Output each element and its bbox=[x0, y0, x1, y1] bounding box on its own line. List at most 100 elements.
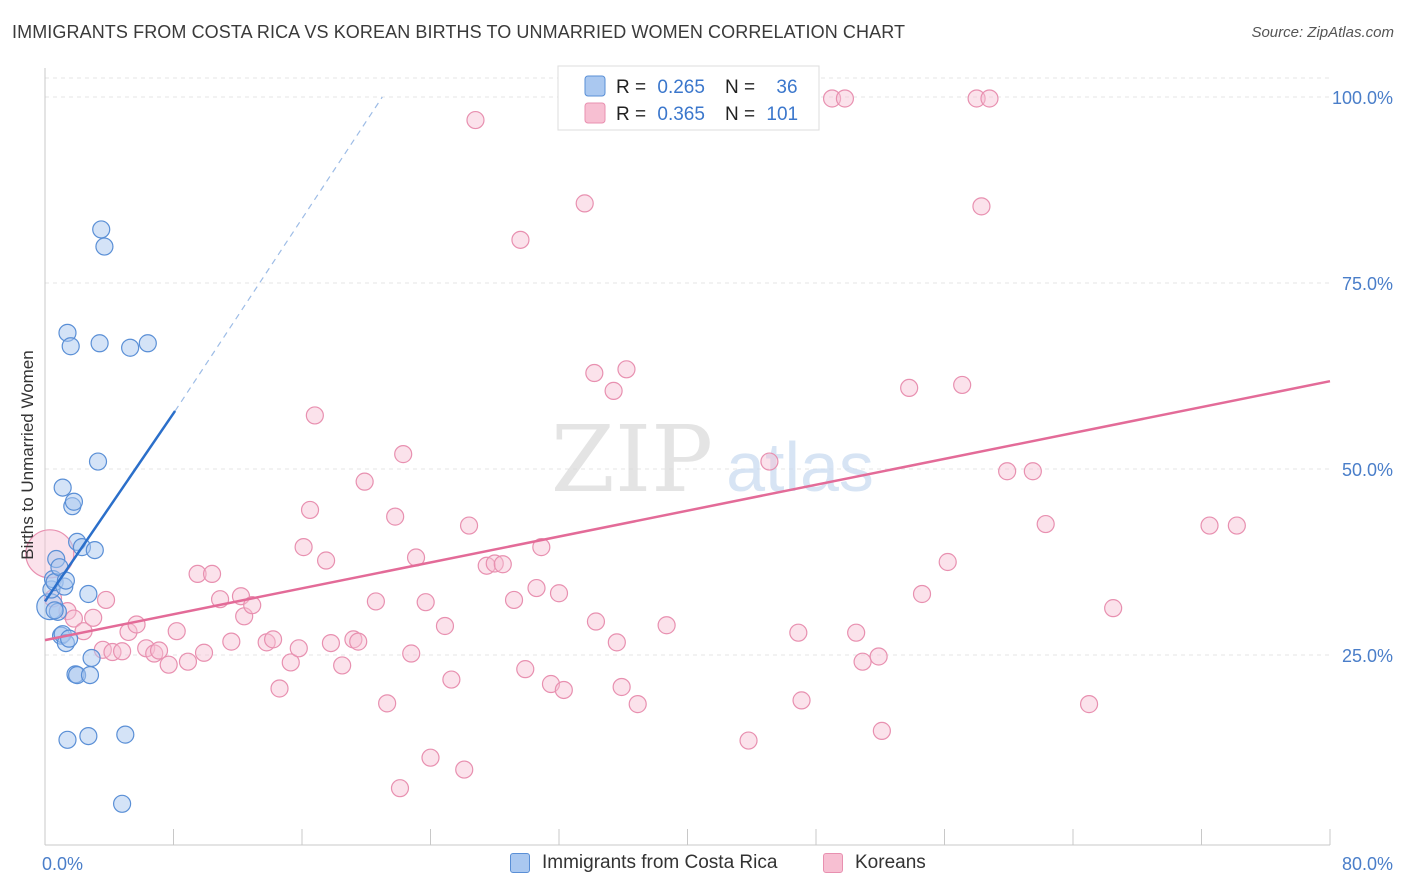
axes bbox=[44, 68, 1331, 846]
korean-point bbox=[967, 89, 986, 108]
korean-point bbox=[202, 564, 222, 584]
korean-point bbox=[281, 653, 300, 672]
korean-point bbox=[167, 622, 186, 641]
legend-n-label-1: N = bbox=[725, 77, 755, 98]
chart-source: Source: ZipAtlas.com bbox=[1251, 24, 1394, 41]
korean-point bbox=[455, 760, 474, 779]
watermark-zip: ZIP bbox=[551, 406, 713, 513]
korean-point bbox=[527, 578, 546, 598]
korean-point bbox=[305, 406, 324, 425]
korean-point bbox=[344, 630, 363, 649]
legend-r-label-1: R = bbox=[616, 77, 646, 98]
korean-point bbox=[607, 633, 626, 652]
costa-rica-point bbox=[79, 726, 98, 746]
korean-point bbox=[792, 691, 811, 710]
korean-point bbox=[84, 608, 103, 627]
costa-rica-point bbox=[112, 794, 132, 813]
costa-rica-point bbox=[95, 237, 114, 256]
korean-point bbox=[612, 677, 631, 697]
korean-point bbox=[493, 555, 512, 574]
watermark: ZIP atlas bbox=[551, 406, 874, 513]
korean-point bbox=[366, 592, 385, 611]
korean-point bbox=[294, 538, 313, 557]
korean-point bbox=[617, 360, 636, 379]
korean-point bbox=[390, 779, 410, 798]
korean-point bbox=[1023, 462, 1042, 481]
korean-point bbox=[149, 641, 169, 660]
costa-rica-point bbox=[79, 584, 98, 604]
korean-point bbox=[516, 660, 535, 679]
x-tick-label-max: 80.0% bbox=[1342, 854, 1393, 874]
korean-point bbox=[459, 516, 479, 535]
chart-title: IMMIGRANTS FROM COSTA RICA VS KOREAN BIR… bbox=[12, 22, 906, 42]
korean-point bbox=[64, 609, 84, 628]
korean-point bbox=[604, 381, 623, 400]
legend-label-costa-rica: Immigrants from Costa Rica bbox=[542, 852, 778, 873]
legend-swatch-pink bbox=[584, 102, 606, 124]
korean-point bbox=[1036, 514, 1055, 534]
korean-point bbox=[872, 721, 891, 740]
series-legend: Immigrants from Costa Rica Koreans bbox=[0, 852, 1406, 878]
korean-point bbox=[378, 694, 397, 713]
korean-point bbox=[511, 230, 530, 249]
korean-point bbox=[938, 552, 957, 572]
costa-rica-trend-line bbox=[43, 410, 177, 603]
korean-point bbox=[554, 680, 573, 700]
y-axis-label: Births to Unmarried Women bbox=[18, 350, 37, 559]
korean-point bbox=[96, 590, 116, 610]
korean-point bbox=[243, 596, 262, 615]
x-tick-label-min: 0.0% bbox=[42, 854, 83, 874]
korean-point bbox=[1200, 516, 1219, 535]
korean-point bbox=[1227, 516, 1246, 535]
correlation-legend: R = 0.265 N = 36 R = 0.365 N = 101 bbox=[557, 65, 820, 131]
korean-point bbox=[402, 644, 421, 663]
korean-point bbox=[270, 679, 289, 698]
legend-item-koreans: Koreans bbox=[823, 852, 926, 874]
korean-point bbox=[835, 89, 855, 108]
watermark-atlas: atlas bbox=[726, 428, 874, 506]
korean-point bbox=[416, 593, 435, 612]
trend-lines bbox=[43, 96, 1331, 642]
korean-point bbox=[194, 643, 214, 662]
korean-point bbox=[504, 590, 524, 610]
korean-point bbox=[421, 748, 440, 767]
costa-rica-point bbox=[53, 478, 72, 497]
y-tick-label: 25.0% bbox=[1342, 646, 1393, 666]
korean-point bbox=[789, 623, 808, 642]
korean-point bbox=[263, 630, 283, 649]
korean-point bbox=[912, 584, 932, 604]
legend-item-costa-rica: Immigrants from Costa Rica bbox=[510, 852, 777, 874]
grid bbox=[45, 77, 1330, 656]
svg-text:N = 101: N = 101 bbox=[725, 104, 798, 125]
korean-point bbox=[178, 652, 198, 671]
costa-rica-point bbox=[116, 725, 135, 744]
korean-point bbox=[900, 378, 919, 398]
korean-point bbox=[300, 500, 320, 520]
korean-point bbox=[394, 445, 413, 464]
korean-point bbox=[159, 655, 178, 674]
korean-point bbox=[980, 89, 999, 108]
korean-point bbox=[1104, 599, 1123, 618]
korean-point bbox=[289, 639, 308, 658]
korean-point bbox=[355, 472, 374, 491]
costa-rica-point bbox=[45, 601, 64, 620]
korean-point bbox=[466, 110, 485, 130]
costa-rica-point bbox=[121, 338, 140, 357]
koreans-points bbox=[25, 89, 1246, 798]
korean-point bbox=[575, 194, 594, 213]
costa-rica-points bbox=[36, 220, 157, 813]
korean-point bbox=[103, 642, 122, 662]
korean-point bbox=[442, 670, 461, 689]
legend-label-koreans: Koreans bbox=[855, 852, 926, 873]
korean-point bbox=[532, 538, 551, 557]
costa-rica-point bbox=[88, 452, 108, 471]
korean-point bbox=[127, 615, 146, 634]
svg-text:N = 36: N = 36 bbox=[725, 77, 798, 98]
korean-point bbox=[972, 197, 991, 216]
korean-point bbox=[953, 375, 972, 395]
korean-point bbox=[321, 633, 341, 653]
legend-swatch-koreans bbox=[823, 853, 843, 873]
legend-r-value-1: 0.265 bbox=[657, 77, 705, 98]
korean-point bbox=[316, 551, 336, 570]
